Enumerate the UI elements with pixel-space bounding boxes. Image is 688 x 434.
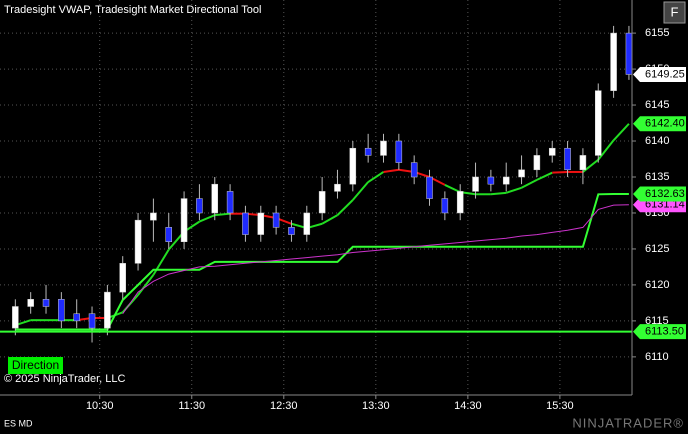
candle-body xyxy=(518,169,525,178)
indicator-segment xyxy=(137,274,155,296)
candle-body xyxy=(456,191,464,214)
x-tick-label: 15:30 xyxy=(546,400,574,412)
direction-label: Direction xyxy=(12,358,59,372)
candle-body xyxy=(303,212,311,235)
indicator-segment xyxy=(552,170,568,174)
y-tick-label: 6125 xyxy=(645,243,669,255)
indicator-segment xyxy=(612,123,630,141)
candle-body xyxy=(104,291,111,329)
x-tick-label: 12:30 xyxy=(270,400,298,412)
instrument: ES MD xyxy=(4,418,33,428)
price-marker-label: 6113.50 xyxy=(645,326,684,338)
x-tick-label: 10:30 xyxy=(86,400,114,412)
candle-body xyxy=(226,191,234,214)
y-tick-label: 6115 xyxy=(645,315,669,327)
candle-body xyxy=(58,299,65,322)
candle-body xyxy=(426,176,433,199)
indicator-line xyxy=(122,204,629,314)
indicator-segment xyxy=(199,214,216,223)
indicator-segment xyxy=(597,139,615,161)
indicator-segment xyxy=(214,212,231,217)
price-marker-label: 6132.63 xyxy=(645,188,685,200)
price-marker-label: 6149.25 xyxy=(645,68,685,80)
candle-body xyxy=(257,212,265,235)
candle-body xyxy=(533,155,541,171)
candle-body xyxy=(548,147,556,156)
candle-body xyxy=(579,155,587,171)
candle-body xyxy=(196,198,203,214)
y-tick-label: 6135 xyxy=(645,171,669,183)
candle-body xyxy=(165,227,172,242)
candle-body xyxy=(380,140,387,156)
price-marker-label: 6142.40 xyxy=(645,118,685,130)
indicator-segment xyxy=(383,168,399,173)
candle-body xyxy=(502,176,510,185)
candle-body xyxy=(610,32,617,91)
y-tick-label: 6140 xyxy=(645,135,669,147)
y-tick-label: 6120 xyxy=(645,279,669,291)
direction-box xyxy=(8,357,63,374)
candle-body xyxy=(410,162,418,178)
grid xyxy=(0,0,632,395)
price-marker xyxy=(633,186,686,202)
x-tick-label: 13:30 xyxy=(362,400,390,412)
indicator-segment xyxy=(352,181,369,201)
candle-body xyxy=(150,212,157,221)
x-tick-label: 11:30 xyxy=(178,400,205,412)
price-marker xyxy=(633,66,686,82)
indicator-segment xyxy=(490,191,507,196)
candle-body xyxy=(12,306,19,329)
candle-body xyxy=(242,212,249,235)
price-marker xyxy=(633,324,686,340)
price-marker xyxy=(633,116,686,132)
candle-body xyxy=(472,176,479,192)
candle-body xyxy=(134,219,142,264)
candle-body xyxy=(272,212,280,228)
candle-body xyxy=(211,183,219,214)
y-tick-label: 6155 xyxy=(645,27,669,39)
candle-body xyxy=(487,176,495,185)
candle-body xyxy=(42,299,50,307)
candle-body xyxy=(564,147,571,171)
candle-body xyxy=(334,183,341,192)
candle-body xyxy=(88,313,96,329)
indicator-segment xyxy=(536,171,553,181)
price-marker-label: 6131.14 xyxy=(645,199,685,211)
plot xyxy=(0,25,633,343)
indicator-segment xyxy=(505,186,522,194)
candle-body xyxy=(625,32,633,75)
copyright: © 2025 NinjaTrader, LLC xyxy=(4,373,125,385)
candle-body xyxy=(27,299,34,307)
candle-body xyxy=(441,198,449,214)
candle-body xyxy=(349,147,357,185)
axes: 6110611561206125613061356140614561506155… xyxy=(86,27,686,412)
indicator-segment xyxy=(367,171,385,183)
candle-body xyxy=(364,147,372,156)
x-tick-label: 14:30 xyxy=(454,400,482,412)
candle-body xyxy=(119,263,126,293)
candle-body xyxy=(73,313,80,322)
candle-body xyxy=(395,140,403,163)
indicator-line xyxy=(15,193,629,331)
corner-button[interactable] xyxy=(663,1,686,24)
indicator-segment xyxy=(336,199,354,216)
indicator-segment xyxy=(444,184,461,194)
candle-body xyxy=(595,90,602,156)
candle-body xyxy=(180,198,188,242)
watermark: NINJATRADER® xyxy=(572,415,684,430)
y-tick-label: 6110 xyxy=(645,351,669,363)
corner-button-label[interactable]: F xyxy=(671,4,679,19)
indicator-segment xyxy=(521,178,538,189)
chart-title: Tradesight VWAP, Tradesight Market Direc… xyxy=(4,4,261,16)
candle-body xyxy=(318,191,326,214)
indicator-segment xyxy=(321,214,338,225)
y-tick-label: 6145 xyxy=(645,99,669,111)
candle-body xyxy=(288,227,295,235)
